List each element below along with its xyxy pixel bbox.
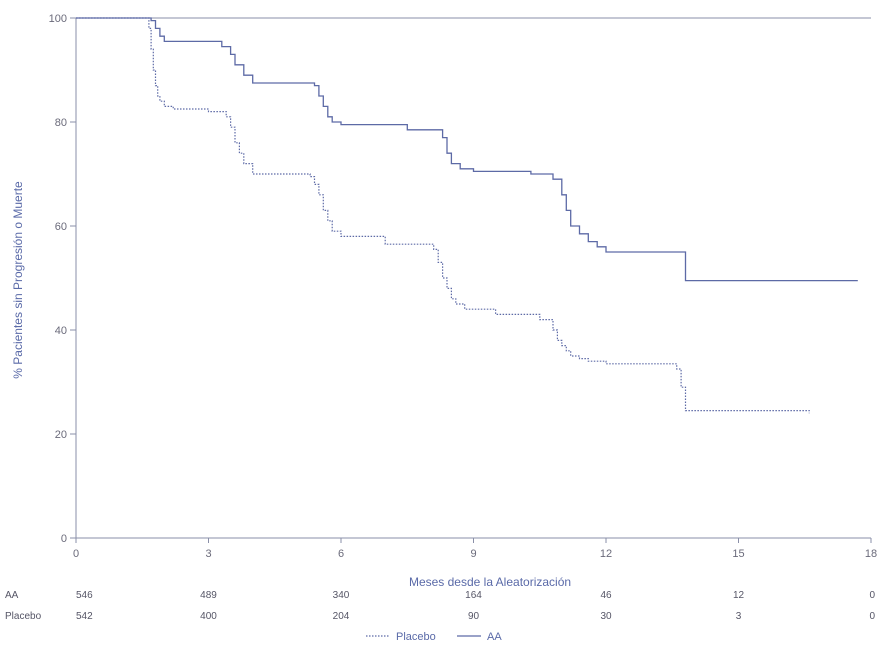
risk-count: 204 [333, 611, 350, 622]
y-tick-label: 20 [55, 429, 67, 441]
risk-count: 90 [468, 611, 480, 622]
x-tick-label: 12 [600, 548, 612, 560]
risk-count: 164 [465, 590, 482, 601]
series-line-placebo [76, 17, 810, 414]
y-tick-label: 80 [55, 117, 67, 129]
risk-row-label: AA [5, 590, 19, 601]
risk-count: 400 [200, 611, 217, 622]
legend-label-aa: AA [487, 631, 502, 643]
legend-label-placebo: Placebo [396, 631, 436, 643]
risk-count: 546 [76, 590, 93, 601]
x-tick-label: 18 [865, 548, 877, 560]
risk-count: 542 [76, 611, 93, 622]
y-tick-label: 40 [55, 325, 67, 337]
x-tick-label: 3 [205, 548, 211, 560]
y-tick-label: 0 [61, 533, 67, 545]
x-axis-title: Meses desde la Aleatorización [409, 575, 571, 589]
risk-count: 340 [333, 590, 350, 601]
risk-count: 30 [600, 611, 612, 622]
x-tick-label: 15 [732, 548, 744, 560]
y-tick-label: 60 [55, 221, 67, 233]
y-axis-title: % Pacientes sin Progresión o Muerte [11, 181, 25, 379]
risk-count: 489 [200, 590, 217, 601]
x-tick-label: 0 [73, 548, 79, 560]
series-line-aa [76, 17, 858, 282]
risk-count: 12 [733, 590, 745, 601]
x-tick-label: 9 [470, 548, 476, 560]
risk-count: 0 [869, 590, 875, 601]
risk-count: 0 [869, 611, 875, 622]
y-tick-label: 100 [49, 13, 67, 25]
risk-row-label: Placebo [5, 611, 42, 622]
risk-count: 3 [736, 611, 742, 622]
x-tick-label: 6 [338, 548, 344, 560]
risk-count: 46 [600, 590, 612, 601]
